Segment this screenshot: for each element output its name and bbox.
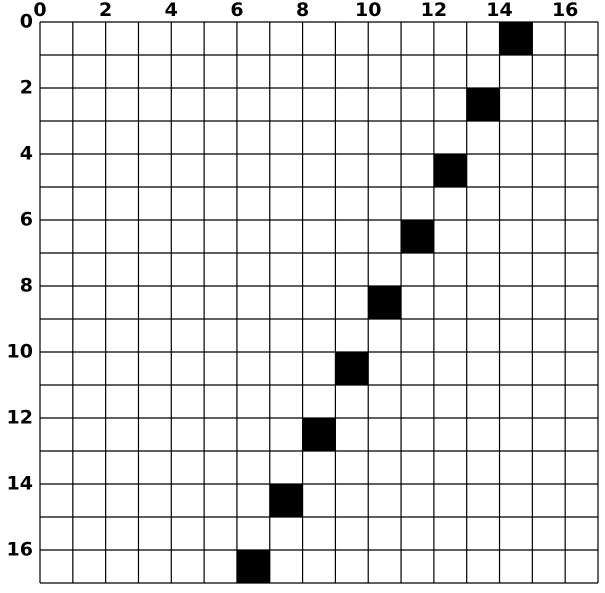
grid-chart: 0 2 4 6 8 10 12 14 16 0 2 4 6 8 10 12 14 16 — [0, 0, 605, 593]
filled-cell — [237, 550, 270, 583]
y-tick-label: 12 — [7, 407, 33, 429]
x-tick-label: 2 — [99, 0, 112, 21]
filled-cell — [368, 286, 401, 319]
x-tick-label: 12 — [421, 0, 447, 21]
y-tick-label: 0 — [20, 11, 33, 33]
filled-cell — [401, 220, 434, 253]
y-tick-label: 6 — [20, 209, 33, 231]
y-tick-label: 10 — [7, 341, 33, 363]
x-tick-label: 4 — [165, 0, 178, 21]
x-tick-label: 14 — [486, 0, 512, 21]
filled-cell — [303, 418, 336, 451]
x-tick-label: 16 — [552, 0, 578, 21]
filled-cell — [467, 88, 500, 121]
x-tick-label: 6 — [230, 0, 243, 21]
filled-cell — [270, 484, 303, 517]
grid-chart-svg: 0 2 4 6 8 10 12 14 16 0 2 4 6 8 10 12 14 16 — [0, 0, 605, 593]
x-tick-label: 0 — [33, 0, 46, 21]
x-tick-label: 10 — [355, 0, 381, 21]
filled-cell — [500, 22, 533, 55]
y-tick-label: 16 — [7, 539, 33, 561]
y-tick-label: 4 — [20, 143, 33, 165]
filled-cell — [335, 352, 368, 385]
filled-cell — [434, 154, 467, 187]
y-tick-label: 14 — [7, 473, 33, 495]
x-tick-label: 8 — [296, 0, 309, 21]
y-tick-label: 8 — [20, 275, 33, 297]
y-tick-label: 2 — [20, 77, 33, 99]
